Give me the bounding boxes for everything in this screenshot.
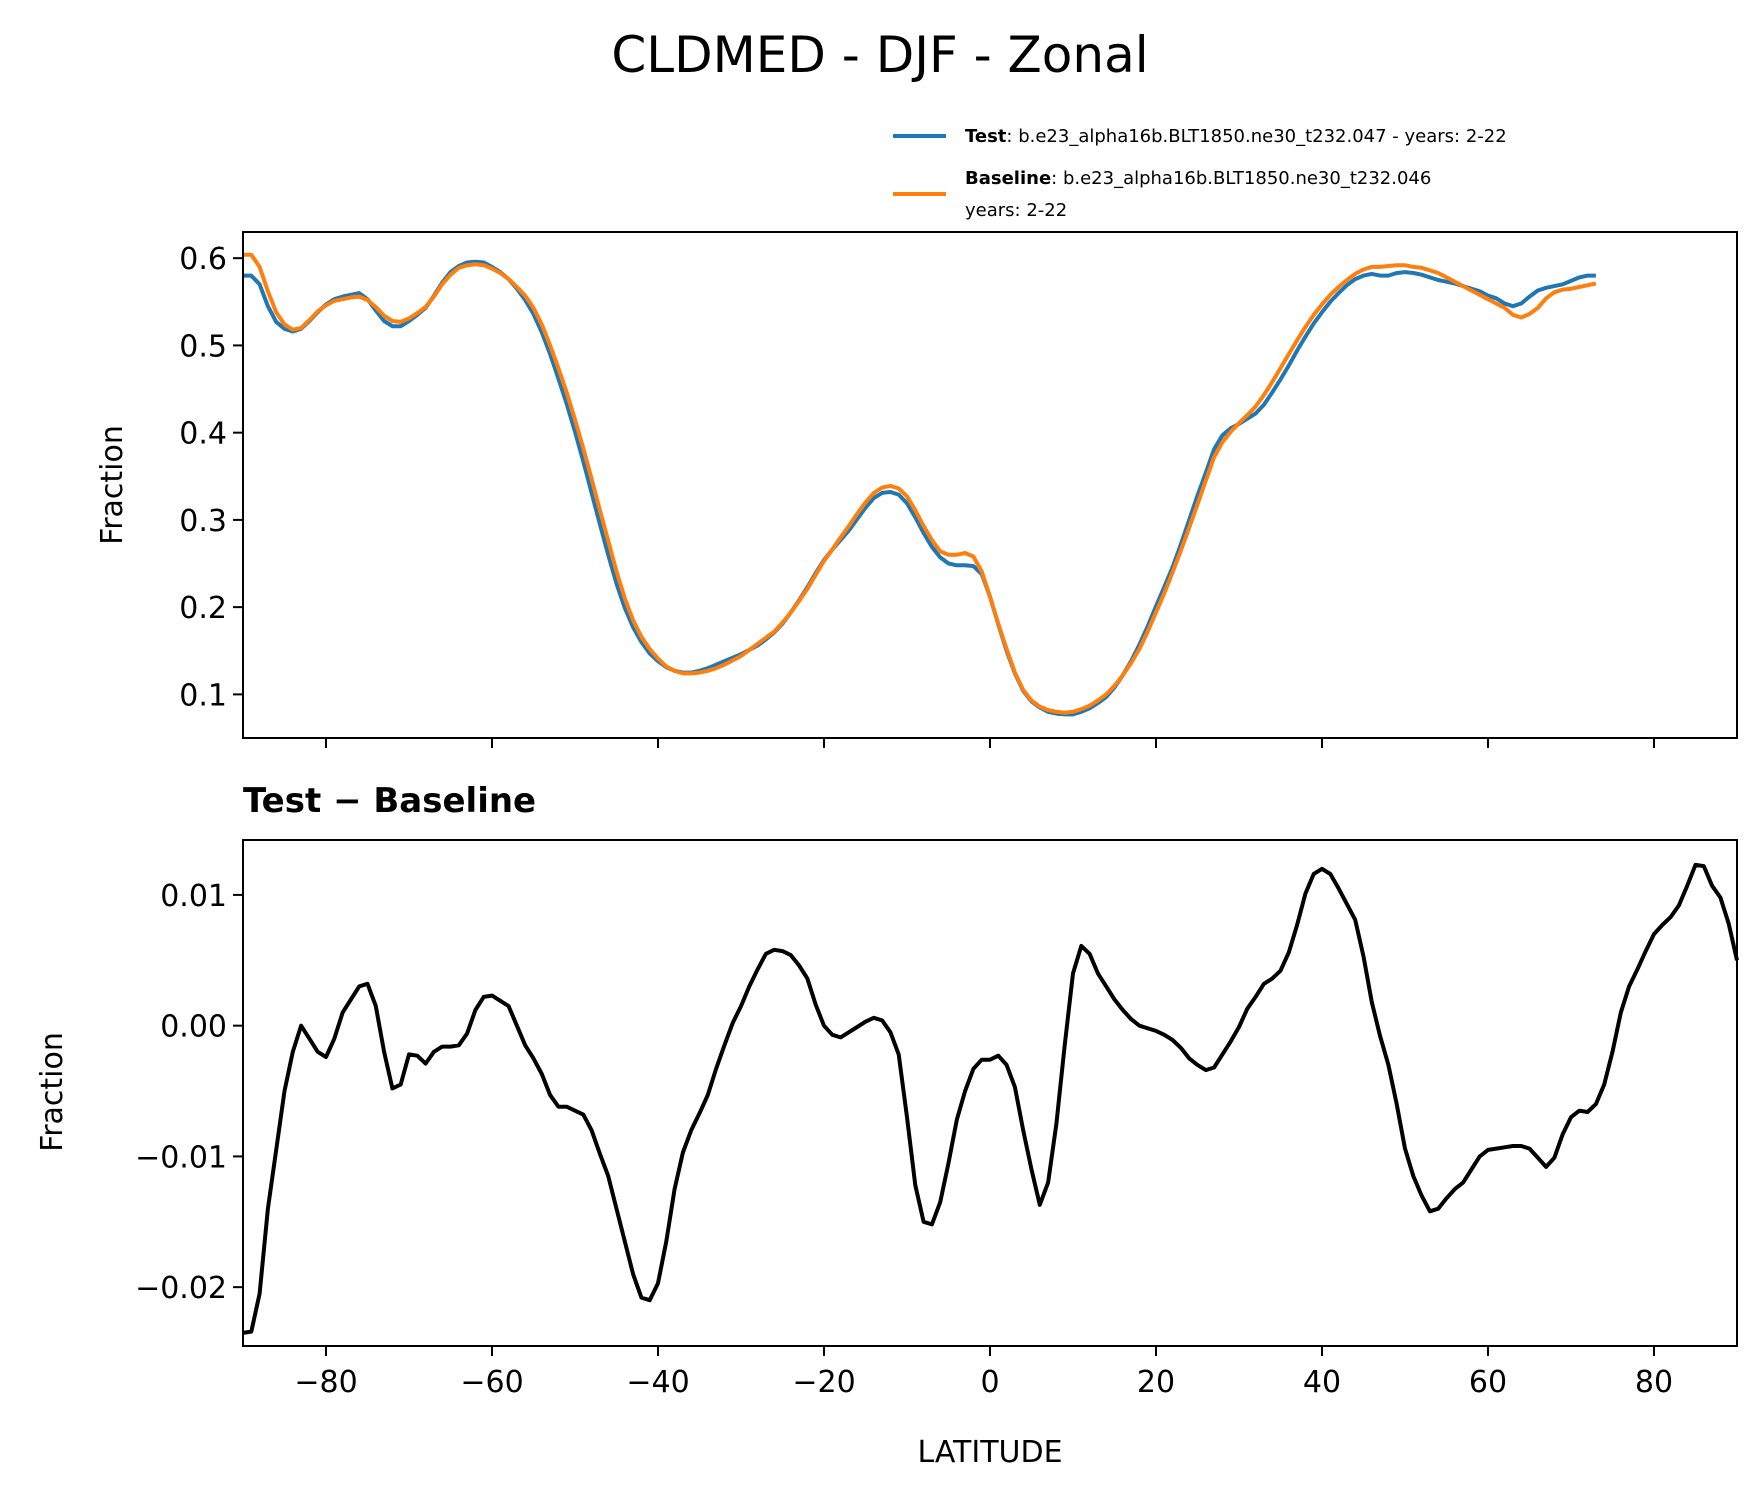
top-test-series-line (243, 259, 1596, 717)
top-y-ticks: 0.1 0.2 0.3 0.4 0.5 0.6 (179, 242, 243, 713)
top-y-tick-label: 0.5 (179, 329, 227, 364)
legend-label-baseline-years: years: 2-22 (965, 200, 1067, 221)
bottom-y-tick-label: 0.00 (160, 1010, 227, 1045)
legend-label-test: Test: b.e23_alpha16b.BLT1850.ne30_t232.0… (965, 126, 1507, 147)
bottom-difference-series-line (242, 862, 1739, 1335)
bottom-series-lines (242, 862, 1739, 1335)
top-y-axis-label: Fraction (95, 425, 130, 545)
bottom-x-tick-label: 40 (1303, 1365, 1341, 1400)
bottom-y-tick-label: 0.01 (160, 879, 227, 914)
bottom-panel: Test − Baseline −0.02 −0.01 0.00 0.01 −80 −6… (35, 781, 1739, 1470)
legend: Test: b.e23_alpha16b.BLT1850.ne30_t232.0… (893, 126, 1507, 221)
top-y-tick-label: 0.1 (179, 678, 227, 713)
top-axes-frame (242, 231, 1738, 739)
bottom-x-tick-label: 60 (1469, 1365, 1507, 1400)
top-y-tick-label: 0.2 (179, 591, 227, 626)
bottom-x-tick-label: 20 (1137, 1365, 1175, 1400)
top-series-lines (243, 252, 1597, 717)
x-axis-label: LATITUDE (917, 1435, 1062, 1470)
bottom-y-tick-label: −0.02 (135, 1271, 227, 1306)
bottom-x-tick-label: 0 (980, 1365, 999, 1400)
top-panel: 0.1 0.2 0.3 0.4 0.5 0.6 Fraction (95, 231, 1738, 748)
top-baseline-series-line (243, 252, 1597, 715)
top-x-ticks (325, 738, 1655, 748)
figure-title: CLDMED - DJF - Zonal (611, 26, 1148, 84)
bottom-x-tick-label: 80 (1635, 1365, 1673, 1400)
bottom-panel-title: Test − Baseline (243, 781, 536, 821)
bottom-x-tick-label: −80 (294, 1365, 357, 1400)
bottom-y-axis-label: Fraction (35, 1032, 70, 1152)
top-y-tick-label: 0.4 (179, 417, 227, 452)
bottom-y-tick-label: −0.01 (135, 1140, 227, 1175)
legend-label-baseline: Baseline: b.e23_alpha16b.BLT1850.ne30_t2… (965, 168, 1431, 189)
bottom-x-tick-label: −20 (792, 1365, 855, 1400)
bottom-axes-frame (242, 839, 1738, 1347)
bottom-x-tick-label: −60 (460, 1365, 523, 1400)
top-y-tick-label: 0.6 (179, 242, 227, 277)
bottom-y-ticks: −0.02 −0.01 0.00 0.01 (135, 879, 243, 1306)
bottom-x-tick-label: −40 (626, 1365, 689, 1400)
bottom-x-ticks: −80 −60 −40 −20 0 20 40 60 80 (294, 1346, 1673, 1400)
top-y-tick-label: 0.3 (179, 504, 227, 539)
